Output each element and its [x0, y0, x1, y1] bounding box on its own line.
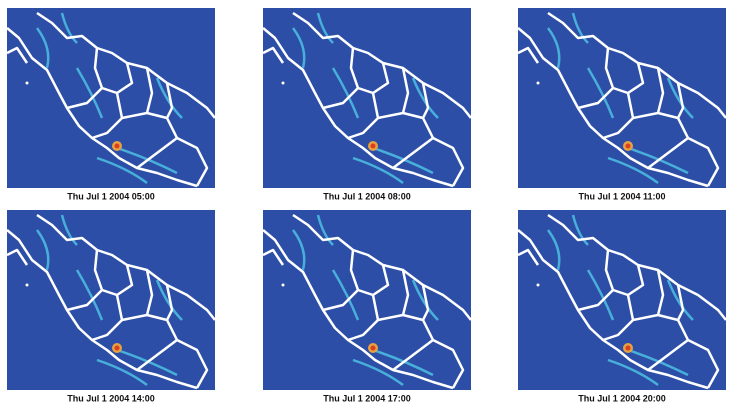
map-panel — [7, 8, 215, 188]
map-panel — [518, 8, 726, 188]
map-panel — [518, 210, 726, 390]
panel-caption: Thu Jul 1 2004 20:00 — [578, 393, 666, 403]
panel-caption: Thu Jul 1 2004 17:00 — [323, 393, 411, 403]
panel-caption: Thu Jul 1 2004 08:00 — [323, 191, 411, 201]
panel-caption: Thu Jul 1 2004 11:00 — [578, 191, 665, 201]
map-panel — [263, 8, 471, 188]
panel-caption: Thu Jul 1 2004 14:00 — [67, 393, 155, 403]
map-panel — [7, 210, 215, 390]
map-panel — [263, 210, 471, 390]
figure: Thu Jul 1 2004 05:00 Thu Jul 1 2004 08:00… — [0, 0, 732, 405]
panel-caption: Thu Jul 1 2004 05:00 — [67, 191, 155, 201]
